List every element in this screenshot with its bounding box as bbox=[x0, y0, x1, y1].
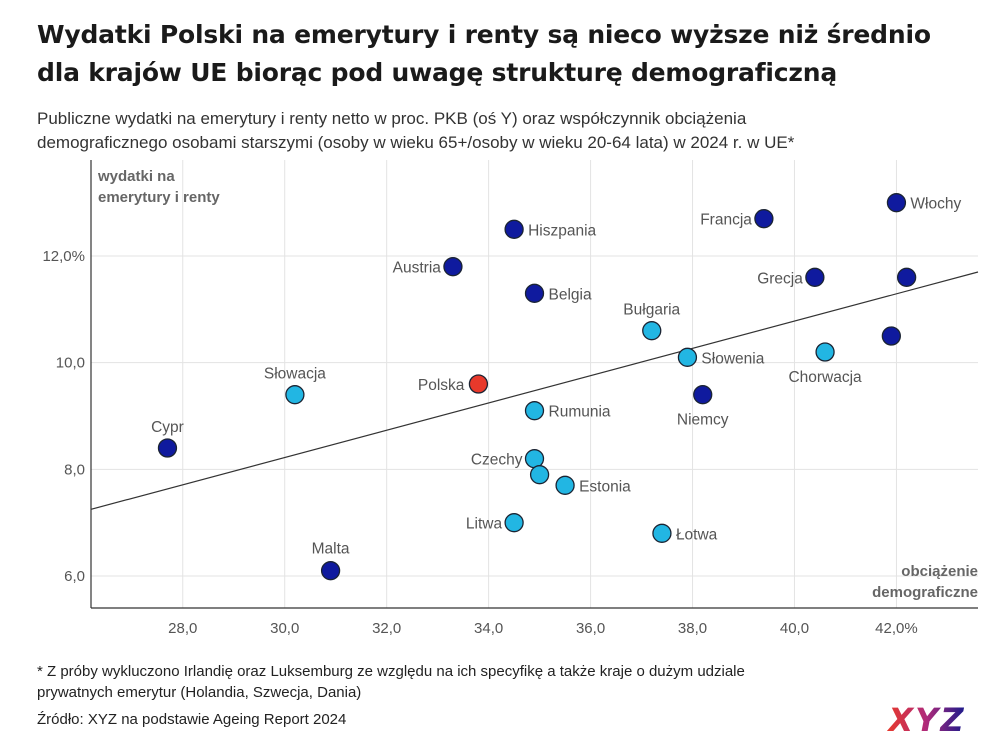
trend-line bbox=[90, 271, 979, 510]
data-label: Malta bbox=[312, 541, 350, 558]
grid-layer bbox=[91, 160, 978, 608]
data-point-austria bbox=[443, 257, 463, 277]
data-label: Litwa bbox=[466, 516, 503, 533]
data-point-grecja bbox=[805, 267, 825, 287]
data-label: Łotwa bbox=[676, 526, 718, 543]
scatter-chart: 28,0 30,0 32,0 34,0 36,0 38,0 40,0 42,0% 6,0 8,0 1… bbox=[42, 160, 979, 637]
data-point-litwa bbox=[504, 513, 524, 533]
point-layer bbox=[157, 193, 917, 581]
data-point-hiszpania bbox=[504, 219, 524, 239]
logo-text: XYZ bbox=[886, 702, 965, 736]
footnote-line-2: prywatnych emerytur (Holandia, Szwecja, … bbox=[37, 684, 362, 701]
data-label: Czechy bbox=[471, 452, 523, 469]
data-label: Austria bbox=[393, 260, 442, 277]
data-label: Polska bbox=[418, 377, 465, 394]
y-tick-label: 12,0% bbox=[42, 248, 85, 265]
trend-layer bbox=[90, 271, 979, 510]
data-point bbox=[881, 326, 901, 346]
data-label: Włochy bbox=[910, 196, 961, 213]
footnote-line-1: * Z próby wykluczono Irlandię oraz Lukse… bbox=[37, 663, 745, 680]
data-label: Słowenia bbox=[701, 350, 764, 367]
data-label: Francja bbox=[700, 212, 752, 229]
data-point-łotwa bbox=[652, 523, 672, 543]
data-point-rumunia bbox=[524, 401, 545, 421]
chart-title: Wydatki Polski na emerytury i renty są n… bbox=[37, 16, 987, 92]
data-point-malta bbox=[320, 561, 341, 581]
data-point-estonia bbox=[555, 475, 575, 495]
chart-title-line-1: Wydatki Polski na emerytury i renty są n… bbox=[37, 20, 931, 49]
y-tick-label: 8,0 bbox=[64, 461, 85, 478]
y-axis-title-line-2: emerytury i renty bbox=[98, 189, 220, 206]
footnote: * Z próby wykluczono Irlandię oraz Lukse… bbox=[37, 661, 857, 703]
data-label: Bułgaria bbox=[623, 302, 680, 319]
data-label: Belgia bbox=[549, 286, 592, 303]
y-axis-title-line-1: wydatki na bbox=[97, 168, 175, 185]
data-point-francja bbox=[754, 209, 774, 229]
chart-title-line-2: dla krajów UE biorąc pod uwagę strukturę… bbox=[37, 58, 838, 87]
x-tick-label: 32,0 bbox=[372, 620, 401, 637]
x-tick-label: 34,0 bbox=[474, 620, 503, 637]
x-axis-title-line-2: demograficzne bbox=[872, 584, 978, 601]
x-tick-label: 30,0 bbox=[270, 620, 299, 637]
axis-layer: 28,0 30,0 32,0 34,0 36,0 38,0 40,0 42,0% 6,0 8,0 1… bbox=[42, 160, 978, 637]
x-tick-label: 40,0 bbox=[780, 620, 809, 637]
data-label: Rumunia bbox=[549, 404, 611, 421]
data-point bbox=[896, 267, 917, 287]
data-point-czechy bbox=[524, 449, 545, 469]
chart-subtitle-line-2: demograficznego osobami starszymi (osoby… bbox=[37, 133, 795, 152]
data-label: Hiszpania bbox=[528, 222, 596, 239]
data-label: Grecja bbox=[757, 270, 803, 287]
chart-subtitle-line-1: Publiczne wydatki na emerytury i renty n… bbox=[37, 109, 747, 128]
x-tick-label: 36,0 bbox=[576, 620, 605, 637]
source-note: Źródło: XYZ na podstawie Ageing Report 2… bbox=[37, 711, 347, 728]
data-point-słowacja bbox=[285, 385, 305, 405]
y-tick-label: 10,0 bbox=[56, 355, 85, 372]
data-point-bułgaria bbox=[642, 321, 662, 341]
data-label: Cypr bbox=[151, 419, 184, 436]
data-point-włochy bbox=[886, 193, 907, 213]
y-tick-label: 6,0 bbox=[64, 568, 85, 585]
data-point-niemcy bbox=[693, 385, 713, 405]
data-label: Chorwacja bbox=[788, 369, 862, 386]
data-point-polska bbox=[468, 374, 489, 394]
label-layer: Włochy Francja Hiszpania Austria Grecja Belgi… bbox=[151, 196, 961, 558]
data-label: Estonia bbox=[579, 478, 631, 495]
data-label: Słowacja bbox=[264, 366, 326, 383]
data-point-belgia bbox=[524, 283, 545, 303]
x-tick-label: 38,0 bbox=[678, 620, 707, 637]
data-point-cypr bbox=[157, 438, 178, 458]
x-tick-label: 42,0% bbox=[875, 620, 918, 637]
data-point bbox=[529, 465, 550, 485]
data-label: Niemcy bbox=[677, 412, 729, 429]
x-tick-label: 28,0 bbox=[168, 620, 197, 637]
data-point-chorwacja bbox=[815, 342, 835, 362]
chart-subtitle: Publiczne wydatki na emerytury i renty n… bbox=[37, 107, 987, 155]
xyz-logo: XYZ bbox=[886, 702, 965, 736]
x-axis-title-line-1: obciążenie bbox=[901, 563, 978, 580]
data-point-słowenia bbox=[677, 347, 698, 367]
